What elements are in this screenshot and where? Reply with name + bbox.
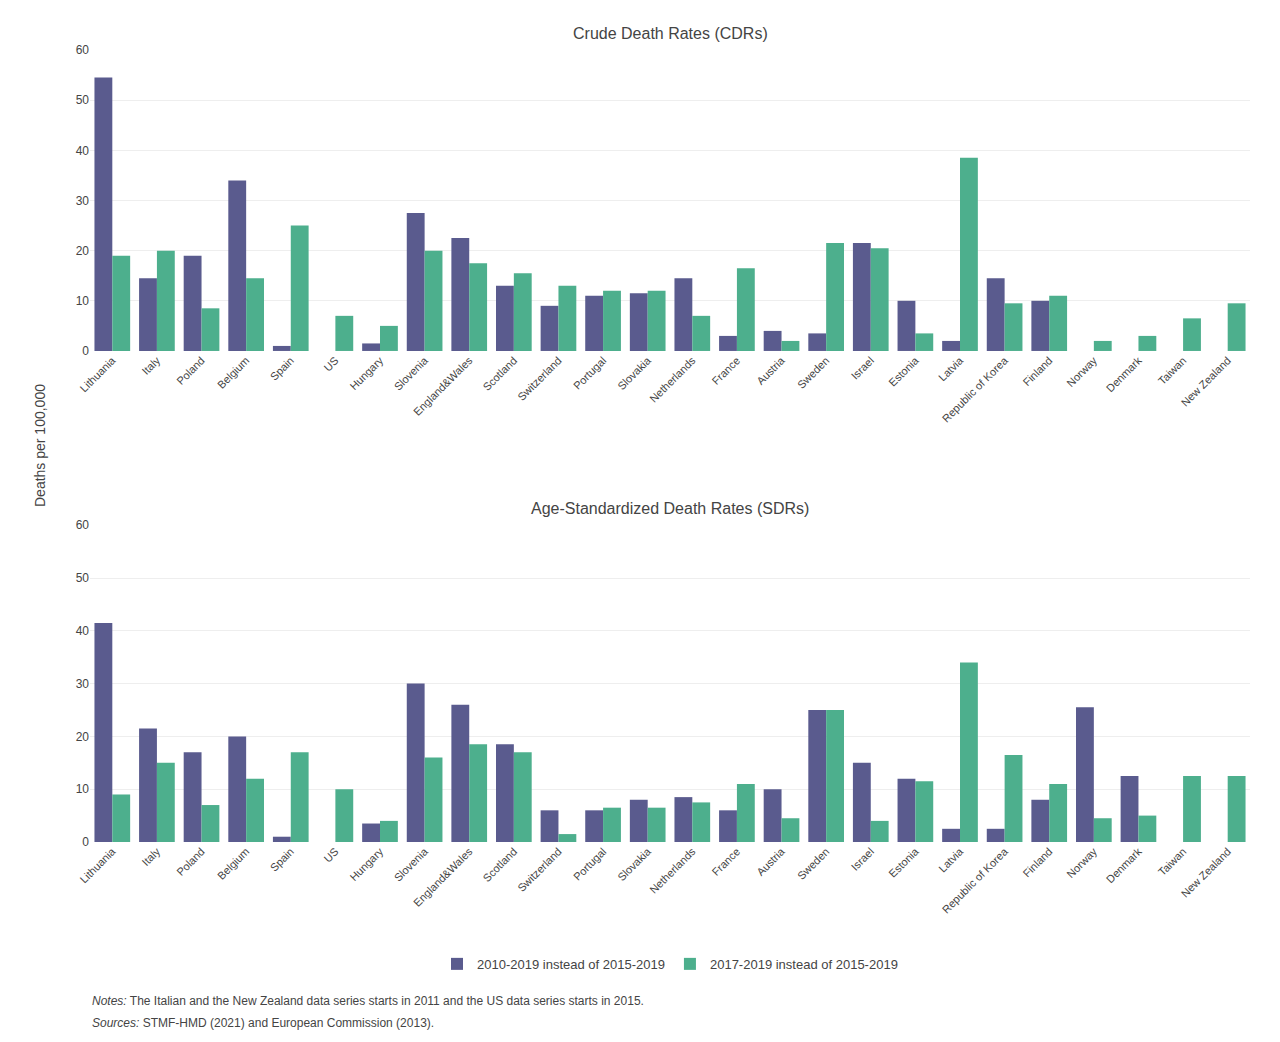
- svg-text:Austria: Austria: [754, 354, 787, 387]
- svg-text:Israel: Israel: [849, 354, 877, 382]
- svg-text:US: US: [321, 845, 340, 864]
- svg-text:30: 30: [76, 677, 90, 691]
- svg-text:Crude Death Rates (CDRs): Crude Death Rates (CDRs): [573, 25, 768, 42]
- svg-text:Sweden: Sweden: [795, 845, 832, 882]
- svg-text:Slovenia: Slovenia: [392, 845, 431, 884]
- svg-text:Belgium: Belgium: [215, 354, 252, 391]
- svg-text:Austria: Austria: [754, 845, 787, 878]
- svg-text:Scotland: Scotland: [480, 845, 519, 884]
- svg-text:Notes: The Italian and the New: Notes: The Italian and the New Zealand d…: [92, 994, 644, 1008]
- svg-text:Hungary: Hungary: [347, 354, 385, 392]
- svg-text:Slovenia: Slovenia: [392, 354, 431, 393]
- svg-text:0: 0: [82, 835, 89, 849]
- svg-text:Switzerland: Switzerland: [515, 845, 564, 894]
- svg-text:France: France: [710, 354, 743, 387]
- svg-text:Latvia: Latvia: [936, 354, 966, 384]
- svg-text:Denmark: Denmark: [1104, 354, 1144, 394]
- svg-text:20: 20: [76, 244, 90, 258]
- svg-text:England&Wales: England&Wales: [411, 354, 475, 418]
- svg-text:50: 50: [76, 93, 90, 107]
- svg-text:Spain: Spain: [268, 354, 296, 382]
- svg-text:Spain: Spain: [268, 845, 296, 873]
- svg-text:Age-Standardized Death Rates (: Age-Standardized Death Rates (SDRs): [531, 500, 809, 517]
- svg-text:Norway: Norway: [1064, 354, 1099, 389]
- svg-text:Finland: Finland: [1021, 354, 1055, 388]
- svg-text:2010-2019 instead of 2015-2019: 2010-2019 instead of 2015-2019: [477, 957, 665, 972]
- svg-text:New Zealand: New Zealand: [1179, 354, 1233, 408]
- svg-text:Poland: Poland: [174, 845, 207, 878]
- svg-text:Israel: Israel: [849, 845, 877, 873]
- svg-text:Netherlands: Netherlands: [647, 354, 698, 405]
- svg-text:60: 60: [76, 43, 90, 57]
- svg-text:Portugal: Portugal: [571, 354, 608, 391]
- svg-text:Slovakia: Slovakia: [615, 845, 654, 884]
- svg-text:New Zealand: New Zealand: [1179, 845, 1233, 899]
- svg-text:30: 30: [76, 194, 90, 208]
- svg-text:20: 20: [76, 730, 90, 744]
- svg-text:Denmark: Denmark: [1104, 845, 1144, 885]
- svg-text:Latvia: Latvia: [936, 845, 966, 875]
- svg-text:Estonia: Estonia: [886, 354, 921, 389]
- svg-text:0: 0: [82, 344, 89, 358]
- svg-text:Italy: Italy: [139, 354, 162, 377]
- svg-text:Sweden: Sweden: [795, 354, 832, 391]
- svg-text:40: 40: [76, 624, 90, 638]
- svg-text:Deaths per 100,000: Deaths per 100,000: [32, 384, 48, 507]
- svg-text:Republic of Korea: Republic of Korea: [940, 845, 1011, 916]
- svg-text:Hungary: Hungary: [347, 845, 385, 883]
- svg-text:France: France: [710, 845, 743, 878]
- svg-text:60: 60: [76, 518, 90, 532]
- svg-text:Switzerland: Switzerland: [515, 354, 564, 403]
- svg-text:10: 10: [76, 294, 90, 308]
- svg-text:Scotland: Scotland: [480, 354, 519, 393]
- svg-text:Lithuania: Lithuania: [78, 354, 119, 395]
- svg-text:Norway: Norway: [1064, 845, 1099, 880]
- svg-text:Belgium: Belgium: [215, 845, 252, 882]
- svg-text:Finland: Finland: [1021, 845, 1055, 879]
- svg-text:40: 40: [76, 144, 90, 158]
- svg-text:Taiwan: Taiwan: [1156, 845, 1189, 878]
- svg-text:10: 10: [76, 782, 90, 796]
- svg-text:England&Wales: England&Wales: [411, 845, 475, 909]
- svg-text:Italy: Italy: [139, 845, 162, 868]
- svg-text:Poland: Poland: [174, 354, 207, 387]
- svg-text:2017-2019 instead of 2015-2019: 2017-2019 instead of 2015-2019: [710, 957, 898, 972]
- svg-text:Netherlands: Netherlands: [647, 845, 698, 896]
- svg-text:Estonia: Estonia: [886, 845, 921, 880]
- svg-text:Lithuania: Lithuania: [78, 845, 119, 886]
- svg-text:Portugal: Portugal: [571, 845, 608, 882]
- svg-text:Taiwan: Taiwan: [1156, 354, 1189, 387]
- svg-text:Slovakia: Slovakia: [615, 354, 654, 393]
- svg-text:US: US: [321, 354, 340, 373]
- svg-text:50: 50: [76, 571, 90, 585]
- svg-text:Sources: STMF-HMD (2021) and E: Sources: STMF-HMD (2021) and European Co…: [92, 1016, 434, 1030]
- svg-text:Republic of Korea: Republic of Korea: [940, 354, 1011, 425]
